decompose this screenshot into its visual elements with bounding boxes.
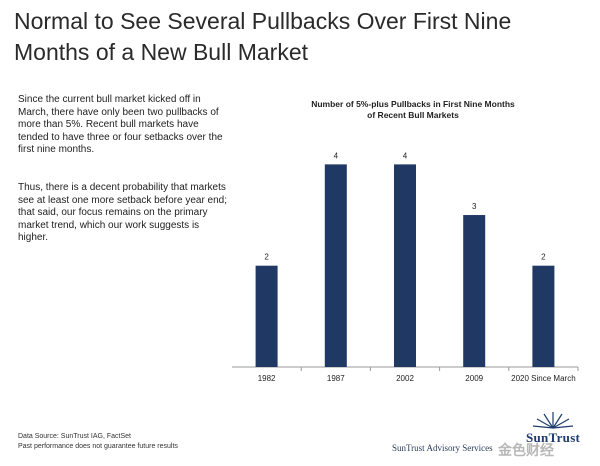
commentary-paragraph-1: Since the current bull market kicked off… xyxy=(18,94,223,156)
bar-2009 xyxy=(463,215,486,367)
data-label: 3 xyxy=(472,202,477,211)
disclaimer: Past performance does not guarantee futu… xyxy=(18,443,178,450)
page-title-line-1: Normal to See Several Pullbacks Over Fir… xyxy=(14,8,512,34)
chart-title-line-2: of Recent Bull Markets xyxy=(367,110,459,120)
category-label: 1982 xyxy=(258,374,276,383)
page-title-line-2: Months of a New Bull Market xyxy=(14,39,309,65)
data-label: 2 xyxy=(541,253,546,262)
chart-title: Number of 5%-plus Pullbacks in First Nin… xyxy=(248,99,578,121)
category-label: 1987 xyxy=(327,374,345,383)
bar-2020-since-march xyxy=(532,265,555,367)
chart-title-line-1: Number of 5%-plus Pullbacks in First Nin… xyxy=(311,99,515,109)
category-label: 2002 xyxy=(396,374,414,383)
data-label: 4 xyxy=(334,151,339,160)
category-label: 2020 Since March xyxy=(511,374,575,383)
commentary-paragraph-2: Thus, there is a decent probability that… xyxy=(18,182,228,244)
bar-1987 xyxy=(324,164,347,367)
logo-text: SunTrust xyxy=(526,430,581,445)
bar-2002 xyxy=(394,164,416,367)
data-source: Data Source: SunTrust IAG, FactSet xyxy=(18,433,131,440)
data-label: 4 xyxy=(403,151,408,160)
bar-1982 xyxy=(255,265,278,367)
category-label: 2009 xyxy=(465,374,483,383)
suntrust-logo-icon xyxy=(532,412,574,429)
page-title: Normal to See Several Pullbacks Over Fir… xyxy=(14,6,574,68)
footer: Data Source: SunTrust IAG, FactSet Past … xyxy=(18,432,178,452)
advisory-name: SunTrust Advisory Services xyxy=(392,443,493,453)
watermark: 金色财经 xyxy=(498,442,554,458)
data-label: 2 xyxy=(264,253,269,262)
